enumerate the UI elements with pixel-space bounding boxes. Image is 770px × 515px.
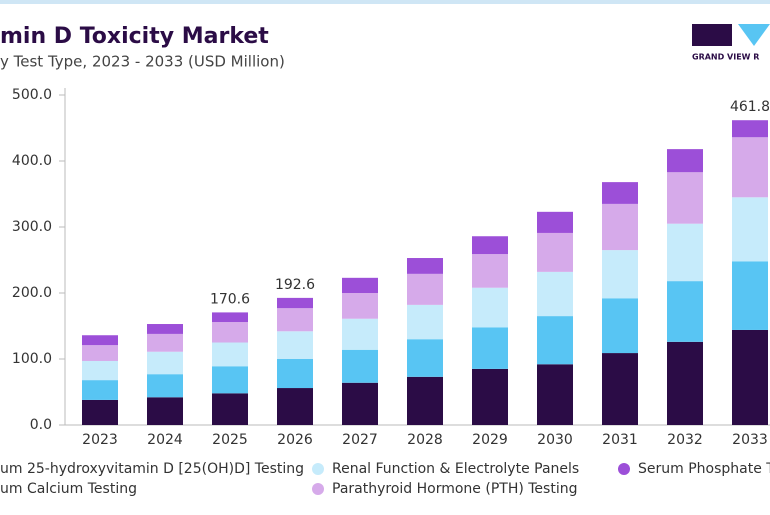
bar-segment bbox=[537, 364, 573, 425]
bar-segment bbox=[537, 316, 573, 365]
bar-segment bbox=[212, 342, 248, 367]
logo-text: GRAND VIEW R bbox=[692, 53, 759, 62]
bar-segment bbox=[212, 312, 248, 323]
total-label: 192.6 bbox=[275, 277, 315, 293]
x-tick-label: 2027 bbox=[342, 432, 378, 448]
x-tick-label: 2029 bbox=[472, 432, 508, 448]
bar-segment bbox=[602, 182, 638, 204]
x-tick-label: 2024 bbox=[147, 432, 183, 448]
bar-segment bbox=[732, 261, 768, 330]
bar-segment bbox=[407, 339, 443, 377]
y-tick-label: 500.0 bbox=[12, 87, 52, 103]
legend-label: Renal Function & Electrolyte Panels bbox=[332, 461, 579, 477]
bar-segment bbox=[732, 329, 768, 425]
bar-segment bbox=[537, 271, 573, 317]
logo: GRAND VIEW R bbox=[692, 24, 770, 62]
x-tick-label: 2026 bbox=[277, 432, 313, 448]
bar-segment bbox=[212, 322, 248, 343]
logo-box bbox=[692, 24, 732, 46]
bar-segment bbox=[342, 293, 378, 319]
bar-segment bbox=[82, 345, 118, 361]
legend-label: um Calcium Testing bbox=[0, 481, 137, 497]
bar-segment bbox=[537, 211, 573, 233]
chart-subtitle: y Test Type, 2023 - 2033 (USD Million) bbox=[0, 53, 285, 71]
bar-segment bbox=[147, 397, 183, 425]
x-tick-label: 2023 bbox=[82, 432, 118, 448]
bar-segment bbox=[277, 331, 313, 359]
bar-segment bbox=[472, 327, 508, 369]
bar-segment bbox=[602, 298, 638, 354]
bar-segment bbox=[147, 351, 183, 375]
bar-segment bbox=[602, 203, 638, 251]
bar-segment bbox=[147, 324, 183, 334]
x-tick-label: 2032 bbox=[667, 432, 703, 448]
bar-segment bbox=[472, 287, 508, 328]
bar-segment bbox=[407, 376, 443, 425]
bar-segment bbox=[407, 273, 443, 305]
chart-title: min D Toxicity Market bbox=[0, 24, 269, 49]
legend-label: Serum Phosphate T bbox=[638, 461, 770, 477]
y-tick-label: 200.0 bbox=[12, 285, 52, 301]
bar-segment bbox=[277, 359, 313, 389]
legend-label: um 25-hydroxyvitamin D [25(OH)D] Testing bbox=[0, 461, 304, 477]
bar-segment bbox=[667, 223, 703, 282]
bar-segment bbox=[472, 368, 508, 425]
bar-segment bbox=[212, 366, 248, 394]
bar-segment bbox=[212, 393, 248, 425]
bar-segment bbox=[602, 353, 638, 425]
y-tick-label: 400.0 bbox=[12, 153, 52, 169]
bar-segment bbox=[472, 236, 508, 255]
bar-segment bbox=[407, 258, 443, 274]
bar-segment bbox=[732, 120, 768, 138]
bar-segment bbox=[82, 360, 118, 381]
bar-segment bbox=[82, 335, 118, 346]
y-tick-label: 300.0 bbox=[12, 219, 52, 235]
bar-segment bbox=[667, 341, 703, 425]
bar-segment bbox=[82, 380, 118, 400]
bar-segment bbox=[147, 333, 183, 352]
y-tick-label: 0.0 bbox=[30, 417, 52, 433]
x-tick-label: 2028 bbox=[407, 432, 443, 448]
x-tick-label: 2033 bbox=[732, 432, 768, 448]
bar-segment bbox=[277, 388, 313, 425]
total-label: 461.8 bbox=[730, 99, 770, 115]
bar-segment bbox=[472, 254, 508, 288]
x-tick-label: 2030 bbox=[537, 432, 573, 448]
top-band bbox=[0, 0, 770, 4]
logo-shape bbox=[738, 24, 770, 46]
bar-segment bbox=[342, 349, 378, 383]
bar-segment bbox=[667, 281, 703, 342]
bar-segment bbox=[407, 304, 443, 340]
bar-segment bbox=[342, 277, 378, 293]
x-tick-label: 2031 bbox=[602, 432, 638, 448]
bar-segment bbox=[82, 399, 118, 425]
bar-segment bbox=[732, 197, 768, 262]
bar-segment bbox=[667, 172, 703, 224]
bar-segment bbox=[342, 318, 378, 350]
x-tick-label: 2025 bbox=[212, 432, 248, 448]
bar-segment bbox=[147, 374, 183, 398]
bar-segment bbox=[537, 232, 573, 272]
total-label: 170.6 bbox=[210, 291, 250, 307]
bar-segment bbox=[602, 250, 638, 299]
bar-segment bbox=[277, 297, 313, 309]
bar-segment bbox=[277, 308, 313, 332]
bar-segment bbox=[667, 149, 703, 173]
legend-marker bbox=[618, 463, 630, 475]
bar-segment bbox=[342, 382, 378, 425]
legend-label: Parathyroid Hormone (PTH) Testing bbox=[332, 481, 577, 497]
legend-marker bbox=[312, 463, 324, 475]
y-tick-label: 100.0 bbox=[12, 351, 52, 367]
bar-segment bbox=[732, 137, 768, 198]
legend-marker bbox=[312, 483, 324, 495]
